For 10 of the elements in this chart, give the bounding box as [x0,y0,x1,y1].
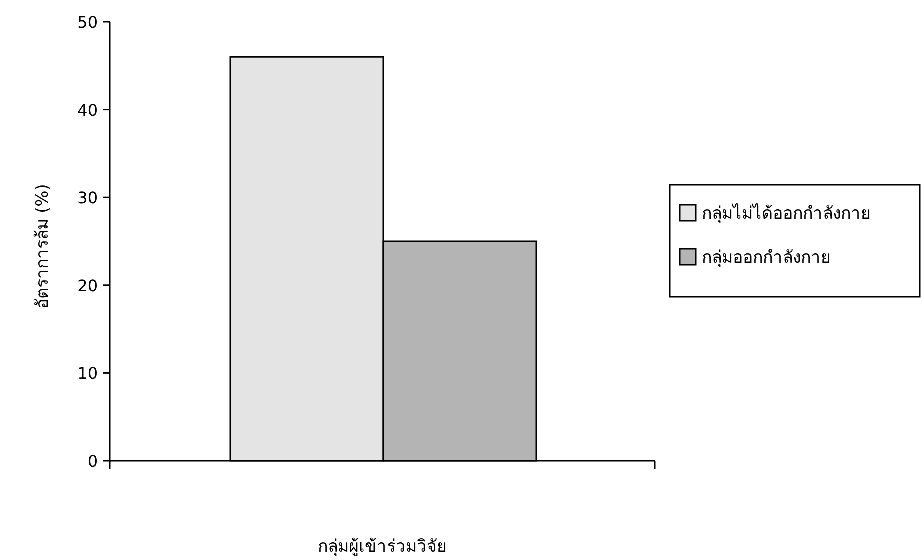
y-axis-title: อัตราการล้ม (%) [33,184,53,309]
legend-label: กลุ่มไม่ได้ออกกำลังกาย [702,203,871,224]
y-tick-label: 30 [78,188,98,208]
y-tick-label: 10 [78,364,98,384]
legend-label: กลุ่มออกกำลังกาย [702,248,831,268]
y-tick-label: 40 [78,100,98,120]
y-tick-label: 50 [78,13,98,32]
y-tick-label: 0 [88,452,98,471]
x-axis-title: กลุ่มผู้เข้าร่วมวิจัย [318,537,447,557]
y-tick-label: 20 [78,276,98,296]
